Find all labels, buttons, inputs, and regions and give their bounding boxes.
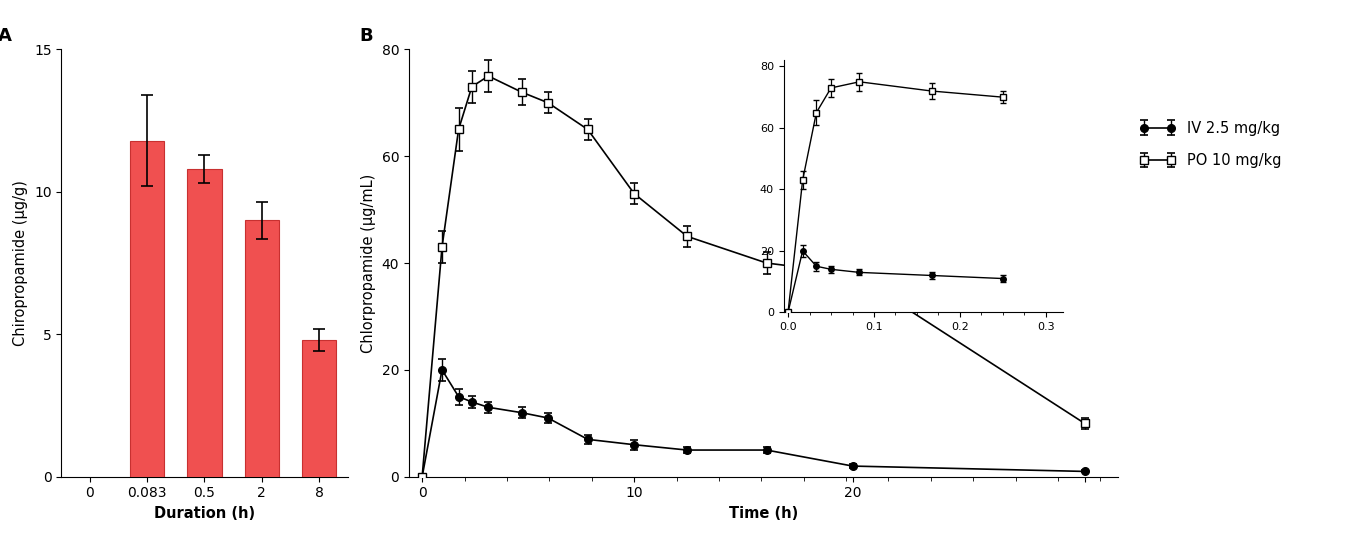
Y-axis label: Chiropropamide (μg/g): Chiropropamide (μg/g) (14, 180, 29, 346)
Bar (301, 340, 337, 477)
Text: B: B (360, 27, 373, 45)
X-axis label: Time (h): Time (h) (729, 506, 797, 521)
Bar (244, 220, 279, 477)
Text: A: A (0, 27, 12, 45)
X-axis label: Duration (h): Duration (h) (154, 506, 255, 521)
Bar (129, 140, 165, 477)
Bar (187, 169, 222, 477)
Legend: IV 2.5 mg/kg, PO 10 mg/kg: IV 2.5 mg/kg, PO 10 mg/kg (1139, 121, 1281, 168)
Y-axis label: Chlorpropamide (μg/mL): Chlorpropamide (μg/mL) (361, 173, 376, 353)
